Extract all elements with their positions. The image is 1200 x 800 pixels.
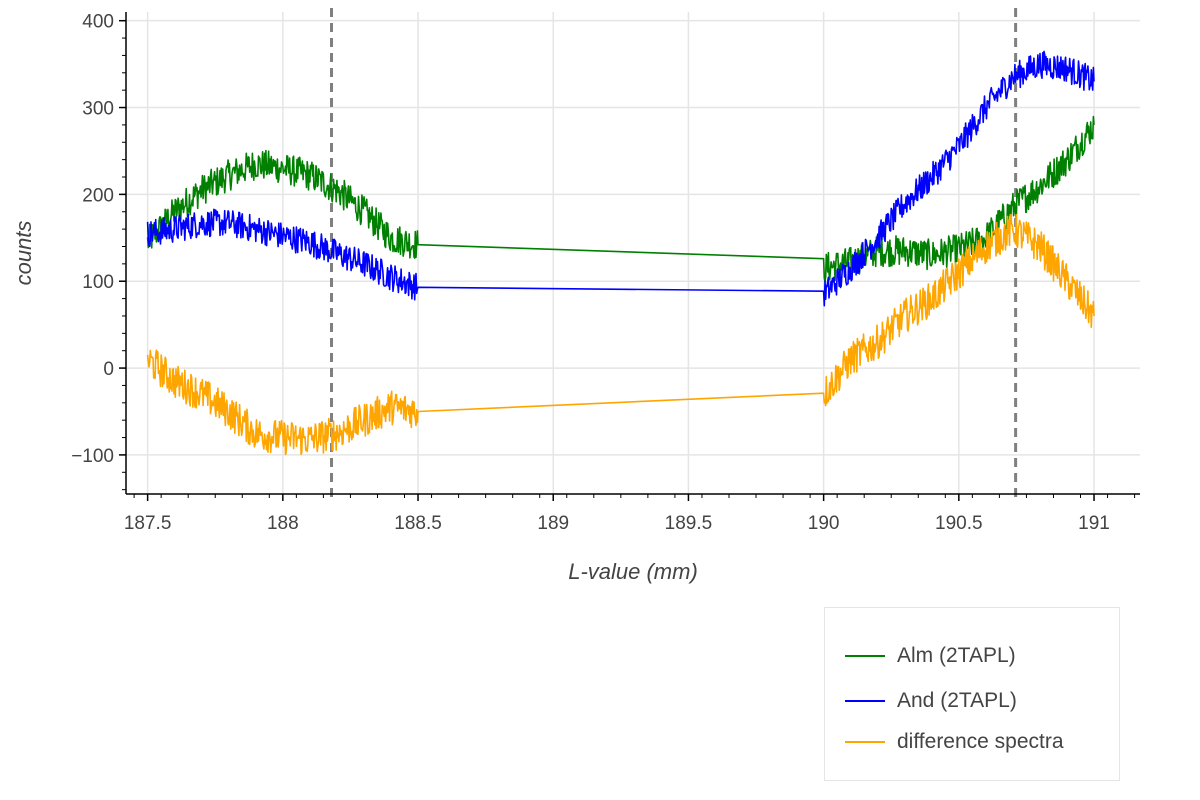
y-tick-label: 100	[82, 272, 114, 293]
y-tick-label: −100	[71, 446, 114, 467]
series-line-1	[146, 50, 1095, 307]
legend-swatch-alm	[845, 655, 885, 657]
y-axis-title: counts	[11, 221, 36, 286]
legend-item-difference: difference spectra	[845, 727, 1064, 757]
x-tick-label: 190	[808, 513, 840, 534]
legend-label-alm: Alm (2TAPL)	[897, 644, 1016, 667]
y-tick-label: 0	[103, 359, 114, 380]
y-tick-label: 400	[82, 12, 114, 33]
series-line-2	[146, 213, 1095, 456]
series-line-0	[146, 115, 1095, 283]
x-tick-label: 188.5	[394, 513, 442, 534]
x-axis-title: L-value (mm)	[568, 559, 698, 584]
y-tick-label: 300	[82, 99, 114, 120]
x-tick-label: 187.5	[124, 513, 172, 534]
legend: Alm (2TAPL) And (2TAPL) difference spect…	[824, 607, 1120, 781]
x-tick-label: 189.5	[665, 513, 713, 534]
x-tick-label: 191	[1078, 513, 1110, 534]
legend-label-and: And (2TAPL)	[897, 689, 1017, 712]
legend-swatch-difference	[845, 741, 885, 743]
legend-item-alm: Alm (2TAPL)	[845, 641, 1016, 671]
axes: 187.5 188 188.5 189 189.5 190 190.5 191 −100 0 100…	[71, 12, 1140, 534]
legend-item-and: And (2TAPL)	[845, 686, 1017, 716]
x-tick-label: 190.5	[935, 513, 983, 534]
y-tick-label: 200	[82, 185, 114, 206]
x-tick-label: 189	[537, 513, 569, 534]
legend-swatch-and	[845, 700, 885, 702]
legend-label-difference: difference spectra	[897, 730, 1064, 753]
x-tick-label: 188	[267, 513, 299, 534]
series-lines	[146, 50, 1095, 456]
grid-lines	[126, 12, 1140, 494]
